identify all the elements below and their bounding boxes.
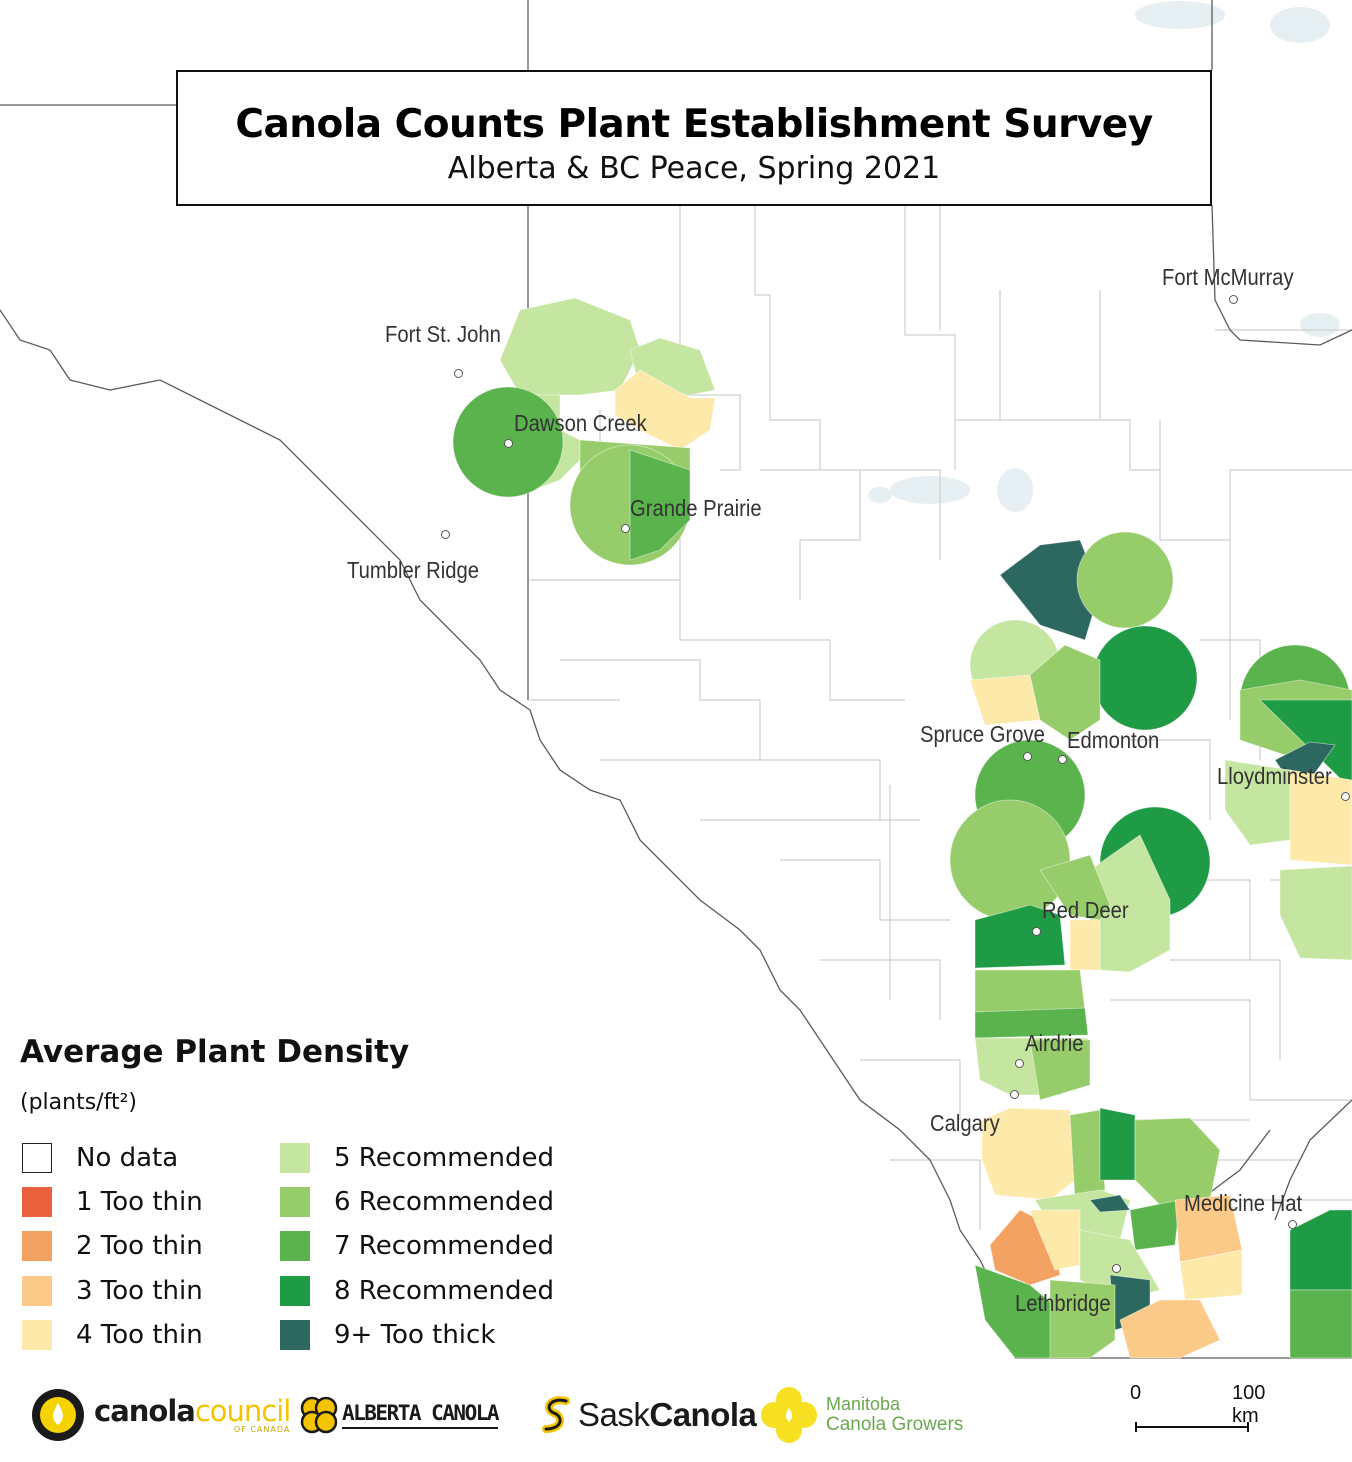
canola-council-logo: canolacouncil OF CANADA (30, 1380, 292, 1450)
city-label: Lethbridge (1015, 1290, 1111, 1316)
legend-item-5: 5 Recommended (280, 1143, 554, 1173)
legend-item-1: 1 Too thin (22, 1187, 203, 1217)
city-label: Lloydminster (1217, 763, 1332, 789)
legend-label: 8 Recommended (334, 1276, 555, 1306)
legend-item-2: 2 Too thin (22, 1231, 203, 1261)
alberta-canola-icon (300, 1396, 338, 1434)
city-dot (1010, 1090, 1019, 1099)
legend-swatch (22, 1276, 52, 1306)
alberta-canola-text: ALBERTA CANOLA (342, 1401, 500, 1425)
legend-label: 5 Recommended (334, 1143, 555, 1173)
legend-swatch (280, 1143, 310, 1173)
sask-canola-logo: SaskCanola (540, 1380, 757, 1450)
city-dot (1341, 792, 1350, 801)
scale-end-label: 100 km (1232, 1382, 1266, 1427)
legend-item-6: 6 Recommended (280, 1187, 554, 1217)
canola-council-part2: council (194, 1393, 292, 1428)
legend-item-8: 8 Recommended (280, 1276, 554, 1306)
legend-swatch (22, 1231, 52, 1261)
legend-item-no-data: No data (22, 1143, 178, 1173)
legend-label: 7 Recommended (334, 1231, 555, 1261)
legend-label: No data (76, 1143, 179, 1173)
scale-start-label: 0 (1130, 1382, 1142, 1404)
manitoba-line2: Canola Growers (826, 1414, 964, 1436)
city-label: Airdrie (1025, 1030, 1084, 1056)
scale-bar: 0 100 km (1120, 1380, 1290, 1440)
city-dot (1023, 752, 1032, 761)
alberta-canola-logo: ALBERTA CANOLA (300, 1380, 500, 1450)
sask-canola-part1: Sask (578, 1396, 650, 1433)
legend-label: 2 Too thin (76, 1231, 203, 1261)
city-dot (454, 369, 463, 378)
city-label: Spruce Grove (920, 721, 1045, 747)
legend-label: 6 Recommended (334, 1187, 555, 1217)
city-label: Tumbler Ridge (347, 557, 479, 583)
city-dot (1112, 1264, 1121, 1273)
city-label: Edmonton (1067, 727, 1160, 753)
legend-units: (plants/ft²) (20, 1090, 137, 1115)
legend-swatch (280, 1276, 310, 1306)
city-label: Red Deer (1042, 897, 1129, 923)
legend-swatch (280, 1187, 310, 1217)
city-dot (621, 524, 630, 533)
canola-council-part1: canola (94, 1393, 196, 1428)
legend-title: Average Plant Density (20, 1034, 410, 1070)
legend-swatch (22, 1187, 52, 1217)
canola-council-sub: OF CANADA (233, 1424, 291, 1434)
legend-label: 3 Too thin (76, 1276, 203, 1306)
city-label: Calgary (930, 1110, 1000, 1136)
legend-item-9: 9+ Too thick (280, 1320, 495, 1350)
scale-bar-line (1135, 1422, 1249, 1432)
density-regions (452, 297, 1352, 1359)
city-dot (1032, 927, 1041, 936)
legend-swatch (280, 1231, 310, 1261)
manitoba-canola-logo: Manitoba Canola Growers (760, 1380, 963, 1450)
map-subtitle: Alberta & BC Peace, Spring 2021 (447, 151, 941, 186)
legend-item-3: 3 Too thin (22, 1276, 203, 1306)
city-dot (1015, 1059, 1024, 1068)
city-dot (1058, 755, 1067, 764)
city-dot (1229, 295, 1238, 304)
city-label: Grande Prairie (630, 495, 762, 521)
canola-council-icon (32, 1389, 84, 1441)
legend-label: 1 Too thin (76, 1187, 203, 1217)
legend-item-7: 7 Recommended (280, 1231, 554, 1261)
legend-swatch (22, 1320, 52, 1350)
city-label: Fort McMurray (1162, 264, 1294, 290)
city-dot (504, 439, 513, 448)
city-dot (1288, 1220, 1297, 1229)
legend-swatch (280, 1320, 310, 1350)
legend-swatch (22, 1143, 52, 1173)
sask-canola-icon (542, 1396, 570, 1433)
city-label: Medicine Hat (1184, 1190, 1303, 1216)
sask-canola-part2: Canola (649, 1396, 757, 1433)
manitoba-canola-icon (761, 1387, 817, 1443)
city-dot (441, 530, 450, 539)
legend-label: 9+ Too thick (334, 1320, 496, 1350)
manitoba-line1: Manitoba (826, 1393, 901, 1414)
city-label: Fort St. John (385, 321, 501, 347)
city-label: Dawson Creek (514, 410, 647, 436)
legend-label: 4 Too thin (76, 1320, 203, 1350)
map-title: Canola Counts Plant Establishment Survey (235, 102, 1153, 147)
title-box: Canola Counts Plant Establishment Survey… (176, 70, 1212, 206)
legend-item-4: 4 Too thin (22, 1320, 203, 1350)
